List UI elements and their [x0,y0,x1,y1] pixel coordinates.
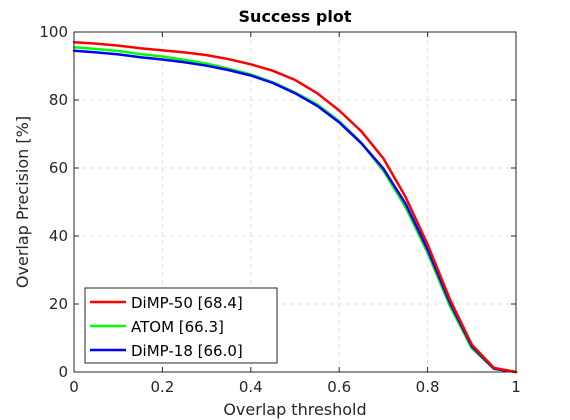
y-tick-label: 0 [58,363,68,381]
y-tick-label: 60 [49,159,68,177]
chart-title: Success plot [239,7,352,26]
legend-label: DiMP-50 [68.4] [131,294,243,312]
y-tick-label: 80 [49,91,68,109]
legend-label: DiMP-18 [66.0] [131,342,243,360]
legend-label: ATOM [66.3] [131,318,224,336]
series-line [72,40,518,374]
x-tick-label: 0 [69,378,79,396]
x-axis-label: Overlap threshold [223,400,366,419]
series-lines [72,40,518,374]
y-tick-label: 100 [39,23,68,41]
x-tick-label: 0.2 [150,378,174,396]
series-line [72,49,518,374]
y-axis-label: Overlap Precision [%] [13,116,32,288]
legend: DiMP-50 [68.4] ATOM [66.3] DiMP-18 [66.0] [84,287,278,364]
x-tick-label: 0.8 [416,378,440,396]
x-tick-label: 1 [511,378,521,396]
plot-frame [73,31,517,373]
y-tick-label: 20 [49,295,68,313]
x-tick-label: 0.4 [239,378,263,396]
ticks: 0 0.2 0.4 0.6 0.8 1 0 20 40 60 80 100 [39,23,520,396]
x-tick-label: 0.6 [327,378,351,396]
y-tick-label: 40 [49,227,68,245]
